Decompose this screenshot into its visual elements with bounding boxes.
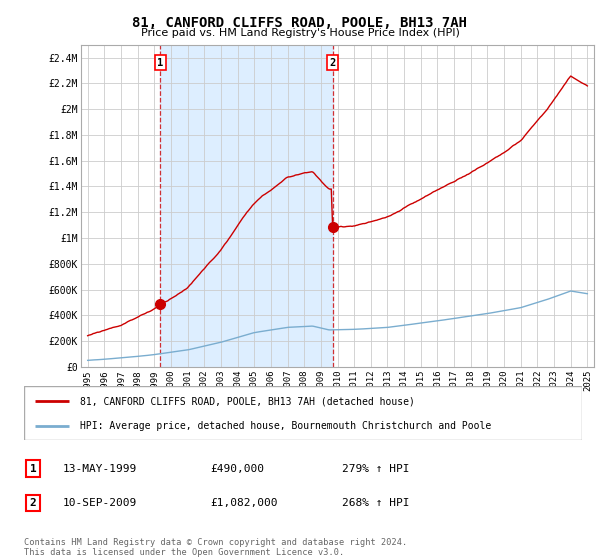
Text: £490,000: £490,000	[210, 464, 264, 474]
Text: Price paid vs. HM Land Registry's House Price Index (HPI): Price paid vs. HM Land Registry's House …	[140, 28, 460, 38]
Text: 1: 1	[157, 58, 164, 68]
Text: HPI: Average price, detached house, Bournemouth Christchurch and Poole: HPI: Average price, detached house, Bour…	[80, 421, 491, 431]
Text: Contains HM Land Registry data © Crown copyright and database right 2024.
This d: Contains HM Land Registry data © Crown c…	[24, 538, 407, 557]
Text: £1,082,000: £1,082,000	[210, 498, 277, 508]
Text: 268% ↑ HPI: 268% ↑ HPI	[342, 498, 409, 508]
Text: 81, CANFORD CLIFFS ROAD, POOLE, BH13 7AH: 81, CANFORD CLIFFS ROAD, POOLE, BH13 7AH	[133, 16, 467, 30]
Bar	[160, 45, 332, 367]
Text: 13-MAY-1999: 13-MAY-1999	[63, 464, 137, 474]
Text: 2: 2	[29, 498, 37, 508]
Text: 81, CANFORD CLIFFS ROAD, POOLE, BH13 7AH (detached house): 81, CANFORD CLIFFS ROAD, POOLE, BH13 7AH…	[80, 396, 415, 407]
Text: 10-SEP-2009: 10-SEP-2009	[63, 498, 137, 508]
Text: 1: 1	[29, 464, 37, 474]
FancyBboxPatch shape	[24, 386, 582, 440]
Text: 2: 2	[329, 58, 336, 68]
Text: 279% ↑ HPI: 279% ↑ HPI	[342, 464, 409, 474]
